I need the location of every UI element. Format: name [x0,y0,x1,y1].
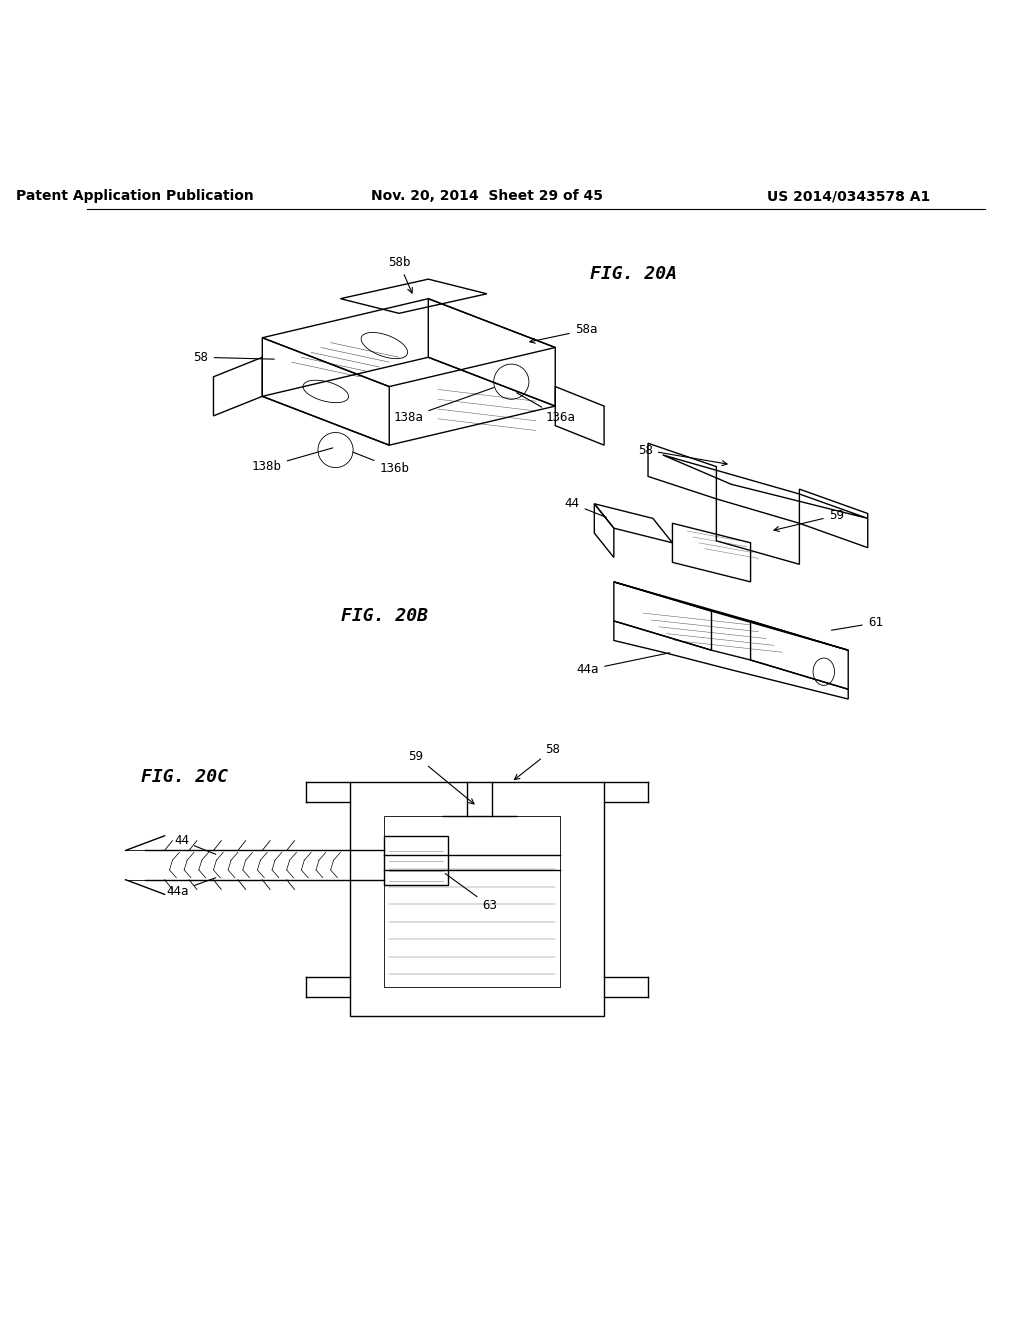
Text: FIG. 20B: FIG. 20B [341,607,428,626]
Text: Patent Application Publication: Patent Application Publication [16,189,254,203]
Text: 59: 59 [774,510,844,532]
Text: 63: 63 [445,874,497,912]
Text: US 2014/0343578 A1: US 2014/0343578 A1 [767,189,930,203]
Text: 59: 59 [409,750,474,804]
Text: 44: 44 [174,834,216,854]
Text: 58a: 58a [529,323,597,343]
Text: Nov. 20, 2014  Sheet 29 of 45: Nov. 20, 2014 Sheet 29 of 45 [371,189,603,203]
Text: 58: 58 [514,743,560,780]
Text: 44: 44 [564,498,606,517]
Text: 44a: 44a [577,653,670,676]
Text: FIG. 20A: FIG. 20A [590,265,677,284]
Text: 58: 58 [194,351,274,364]
Text: FIG. 20C: FIG. 20C [140,768,227,787]
Text: 138a: 138a [393,388,494,424]
Text: 58: 58 [638,444,727,466]
Text: 61: 61 [831,616,883,630]
Text: 138b: 138b [252,447,333,473]
Text: 136b: 136b [352,451,410,475]
Text: 136a: 136a [517,393,575,424]
Text: 58b: 58b [388,256,413,293]
Text: 44a: 44a [167,878,216,898]
